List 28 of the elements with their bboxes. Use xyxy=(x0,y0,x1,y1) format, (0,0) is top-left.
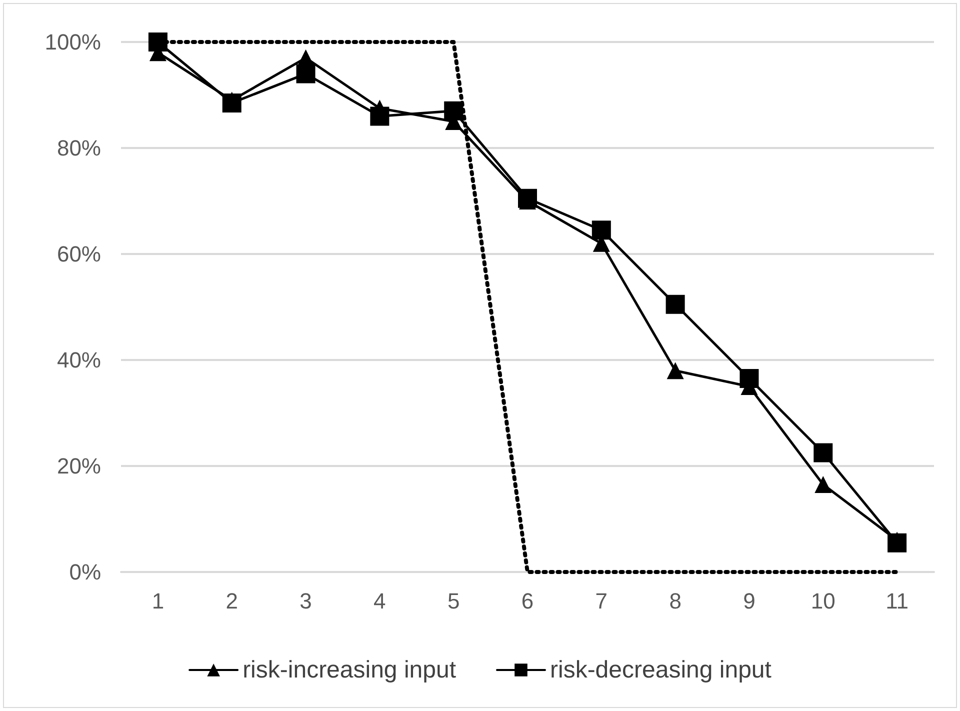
x-tick-label: 2 xyxy=(226,588,238,614)
x-tick-label: 5 xyxy=(447,588,460,614)
x-tick-label: 3 xyxy=(300,588,312,614)
y-tick-label: 80% xyxy=(56,136,101,160)
point xyxy=(148,32,168,52)
x-tick-label: 11 xyxy=(886,588,908,614)
legend-label: risk-increasing input xyxy=(242,656,456,684)
x-tick-label: 9 xyxy=(743,588,756,614)
x-tick-label: 4 xyxy=(374,588,386,614)
x-tick-label: 10 xyxy=(810,588,836,614)
y-tick-label: 20% xyxy=(56,454,101,478)
y-tick-label: 60% xyxy=(56,242,101,266)
y-tick-label: 0% xyxy=(69,560,101,584)
point xyxy=(814,476,832,494)
legend-label: risk-decreasing input xyxy=(550,656,772,684)
x-tick-label: 1 xyxy=(152,588,164,614)
point xyxy=(592,220,611,240)
point xyxy=(444,101,464,120)
point xyxy=(296,64,316,84)
x-tick-label: 8 xyxy=(669,588,682,614)
x-tick-label: 6 xyxy=(521,588,534,614)
point xyxy=(666,294,685,314)
x-tick-label: 7 xyxy=(595,588,608,614)
point xyxy=(297,49,314,66)
y-tick-label: 100% xyxy=(44,30,101,54)
point xyxy=(666,362,684,380)
point xyxy=(814,443,833,462)
y-tick-label: 40% xyxy=(56,348,101,372)
